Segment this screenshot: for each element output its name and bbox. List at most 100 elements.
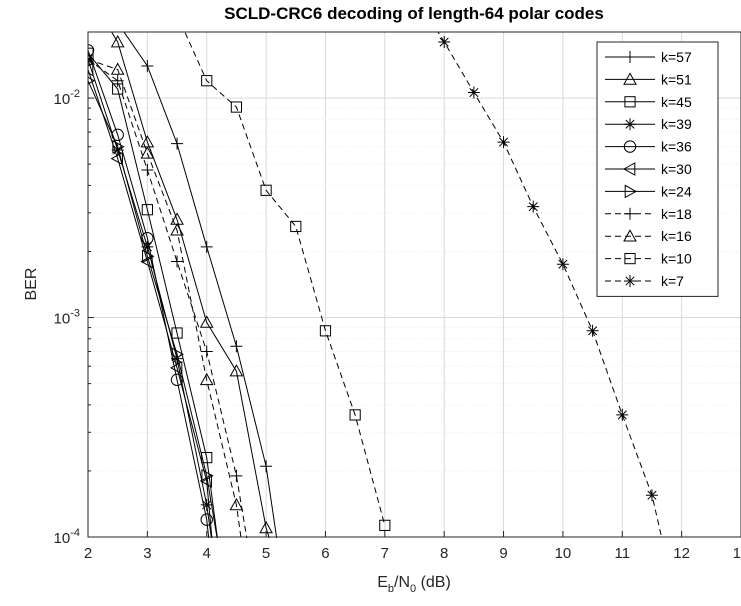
x-tick-label: 11 (614, 545, 630, 562)
legend-marker (624, 275, 636, 287)
data-point (214, 542, 224, 552)
data-point (616, 408, 629, 421)
legend-label: k=16 (661, 228, 692, 244)
series-k-7 (437, 32, 663, 538)
legend-label: k=10 (661, 251, 692, 267)
data-point (140, 146, 155, 159)
data-point (170, 223, 184, 236)
axis-ticks: 2 3 4 5 6 7 8 9 10 11 12 13 10-2 10-3 10-4 (54, 31, 741, 562)
data-point (290, 220, 302, 233)
x-tick-label: 13 (733, 545, 741, 562)
legend-marker (623, 140, 637, 153)
legend-entry: k=45 (605, 94, 692, 110)
x-tick-label: 12 (673, 545, 690, 562)
legend-entry: k=57 (605, 49, 692, 65)
x-tick-label: 6 (321, 545, 329, 562)
data-point (229, 364, 244, 377)
series-k-10 (184, 32, 391, 531)
data-point (141, 240, 154, 253)
data-point (88, 62, 94, 77)
data-point (201, 468, 214, 483)
y-axis-label: BER (23, 268, 40, 301)
x-tick-label: 7 (381, 545, 389, 562)
data-point (200, 345, 213, 358)
legend-entry: k=24 (605, 183, 692, 199)
data-point (556, 258, 569, 271)
x-axis-label: Eb/N0 (dB) (377, 574, 451, 595)
plot-frame (87, 31, 741, 538)
data-point (171, 255, 184, 268)
data-point (272, 541, 284, 553)
data-point (236, 541, 248, 552)
data-point (230, 101, 243, 113)
series-line (437, 32, 663, 538)
data-point (140, 254, 153, 269)
data-point (260, 184, 272, 196)
data-point (88, 52, 95, 65)
data-point (229, 497, 244, 511)
data-point (110, 151, 123, 166)
series-k-16 (88, 52, 248, 552)
data-point (230, 469, 243, 482)
legend-label: k=24 (661, 183, 692, 199)
series-k-18 (88, 53, 254, 553)
legend-label: k=7 (661, 273, 684, 289)
data-point (110, 62, 125, 75)
data-point (112, 139, 125, 154)
legend-marker (624, 51, 636, 63)
data-point (319, 325, 332, 337)
legend-label: k=45 (661, 94, 692, 110)
data-point (260, 460, 273, 473)
data-point (199, 372, 214, 386)
legend-marker (622, 162, 636, 176)
legend-entry: k=39 (605, 116, 692, 132)
legend-marker (623, 72, 637, 85)
data-point (379, 519, 391, 531)
legend-entry: k=51 (605, 71, 692, 87)
data-point (110, 35, 125, 48)
legend-marker (624, 118, 636, 131)
data-point (242, 541, 254, 553)
y-tick-label: 10-3 (54, 308, 80, 328)
legend-marker (624, 253, 636, 265)
data-point (141, 59, 154, 72)
chart-title: SCLD-CRC6 decoding of length-64 polar co… (224, 4, 604, 23)
x-tick-label: 4 (203, 545, 211, 562)
data-point (214, 541, 225, 553)
y-tick-label: 10-2 (54, 88, 80, 108)
data-point (171, 137, 184, 150)
data-point (497, 136, 510, 149)
legend-entry: k=36 (605, 139, 692, 155)
data-point (586, 324, 599, 337)
legend-entry: k=7 (605, 273, 684, 289)
legend-marker (624, 184, 638, 199)
legend-label: k=36 (661, 139, 692, 155)
series-k-51 (110, 32, 273, 538)
x-tick-label: 8 (440, 545, 448, 562)
data-point (112, 17, 124, 29)
data-point (141, 231, 154, 245)
data-point (200, 498, 213, 511)
series-line (88, 58, 242, 538)
x-tick-label: 10 (555, 545, 572, 562)
legend-entry: k=16 (605, 228, 692, 244)
data-point (230, 340, 243, 353)
series-line (111, 32, 270, 538)
series-line (88, 80, 218, 538)
data-point (527, 200, 540, 213)
series-line (88, 50, 210, 538)
legend-label: k=39 (661, 116, 692, 132)
data-point (438, 36, 451, 49)
data-point (88, 53, 94, 66)
series-k-45 (88, 47, 224, 552)
data-point (88, 76, 96, 85)
y-tick-label: 10-4 (54, 527, 80, 547)
data-point (199, 315, 214, 328)
legend: k=57 k=51 k=45 k=39 k=36 k=30 k=24 k=18 k=16 k=10… (596, 41, 719, 297)
legend-label: k=30 (661, 161, 692, 177)
series-k-24 (88, 76, 225, 553)
x-tick-label: 3 (143, 545, 151, 562)
legend-label: k=57 (661, 49, 692, 65)
data-point (142, 249, 155, 264)
data-point (349, 409, 361, 421)
